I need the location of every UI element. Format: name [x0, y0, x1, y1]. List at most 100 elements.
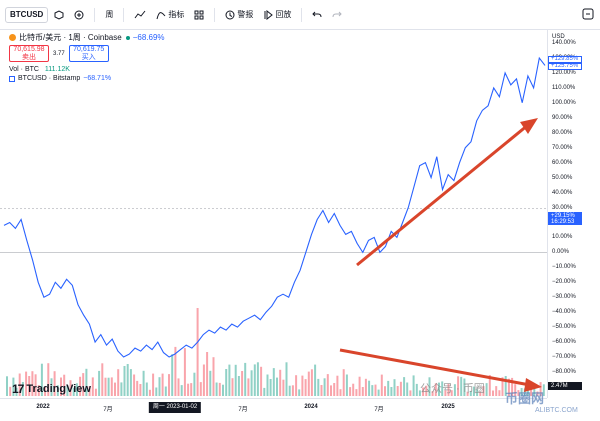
- scale-tick: 60.00%: [552, 159, 573, 166]
- price-tag-current-value: +29.15%: [551, 213, 575, 219]
- volume-bar: [371, 385, 374, 396]
- volume-bar: [279, 369, 282, 396]
- volume-bar: [25, 371, 28, 396]
- volume-bar: [476, 389, 479, 396]
- toolbar-right: [582, 7, 594, 25]
- volume-bar: [123, 366, 126, 396]
- volume-bar: [183, 348, 186, 396]
- volume-bar: [215, 382, 218, 396]
- volume-bar: [390, 387, 393, 396]
- compare-legend[interactable]: BTCUSD · Bitstamp −68.71%: [9, 75, 165, 82]
- volume-bar: [94, 388, 97, 396]
- volume-bar: [320, 385, 323, 396]
- volume-bar: [79, 376, 82, 396]
- watermark-url: ALIBTC.COM: [535, 407, 578, 414]
- replay-label: 回放: [275, 10, 292, 19]
- scale-tick: 110.00%: [552, 84, 576, 91]
- volume-bar: [282, 379, 285, 396]
- volume-bar: [498, 390, 501, 396]
- volume-bar: [40, 363, 43, 396]
- layout-grid-icon[interactable]: [194, 10, 204, 20]
- volume-bar: [50, 378, 53, 396]
- volume-value: 111.12K: [44, 66, 70, 73]
- volume-bar: [250, 370, 253, 396]
- volume-bar: [180, 385, 183, 396]
- volume-bar: [129, 369, 132, 396]
- volume-bar: [269, 379, 272, 396]
- volume-bar: [349, 387, 352, 396]
- alerts-label: 警报: [237, 10, 254, 19]
- volume-bar: [120, 382, 123, 396]
- undo-icon[interactable]: [312, 10, 322, 20]
- scale-tick: 40.00%: [552, 189, 573, 196]
- volume-bar: [202, 364, 205, 396]
- time-axis[interactable]: 2022 7月 周一 2023-01-02 7月 2024 7月 2025: [0, 398, 547, 421]
- volume-bar: [148, 389, 151, 396]
- price-tag-countdown: 16:29:53: [551, 219, 575, 225]
- volume-legend[interactable]: Vol · BTC 111.12K: [9, 66, 165, 73]
- scale-tick: −40.00%: [552, 309, 576, 316]
- chart-plot-area[interactable]: [0, 30, 547, 398]
- indicators-button[interactable]: 指标: [156, 9, 184, 20]
- volume-bar: [21, 382, 24, 396]
- scale-tick: −70.00%: [552, 354, 576, 361]
- volume-bar: [152, 373, 155, 396]
- volume-bar: [368, 380, 371, 396]
- fullscreen-icon[interactable]: [582, 7, 594, 25]
- scale-tick: 0.00%: [552, 249, 570, 256]
- volume-bar: [244, 362, 247, 396]
- scale-tick: −80.00%: [552, 369, 576, 375]
- volume-bar: [479, 391, 482, 396]
- volume-bar: [511, 377, 514, 396]
- scale-tick: −60.00%: [552, 339, 576, 346]
- volume-bar: [91, 377, 94, 396]
- currency-label[interactable]: USD: [552, 34, 565, 40]
- volume-bar: [37, 385, 40, 396]
- tradingview-logo[interactable]: 17 TradingView: [12, 382, 91, 396]
- sell-button[interactable]: 70,615.98 卖出: [9, 45, 49, 62]
- volume-bar: [422, 387, 425, 396]
- volume-bar: [355, 389, 358, 396]
- volume-bar: [336, 375, 339, 396]
- volume-bar: [56, 385, 59, 396]
- indicators-label: 指标: [168, 10, 185, 19]
- volume-bar: [82, 373, 85, 396]
- volume-bar: [409, 390, 412, 396]
- volume-bar: [536, 391, 539, 396]
- volume-bar: [31, 371, 34, 396]
- symbol-search-button[interactable]: BTCUSD: [5, 6, 49, 23]
- volume-bar: [323, 378, 326, 396]
- scale-tick: −20.00%: [552, 279, 576, 286]
- volume-bar: [374, 384, 377, 396]
- chart-type-line-icon[interactable]: [134, 10, 146, 20]
- volume-bar: [425, 385, 428, 396]
- volume-bar: [15, 387, 18, 396]
- trend-arrow-up: [356, 118, 538, 267]
- alerts-button[interactable]: 警报: [225, 9, 253, 20]
- replay-button[interactable]: 回放: [263, 9, 291, 20]
- volume-bar: [352, 383, 355, 396]
- volume-bar: [75, 383, 78, 396]
- volume-bar: [533, 383, 536, 396]
- interval-button[interactable]: 周: [105, 10, 114, 19]
- volume-bar: [142, 370, 145, 396]
- redo-icon[interactable]: [332, 10, 343, 20]
- volume-bar: [66, 385, 69, 396]
- volume-bar: [161, 373, 164, 396]
- series-change: −68.69%: [132, 33, 165, 42]
- volume-bar: [256, 362, 259, 396]
- divider: [214, 7, 216, 22]
- volume-bar: [501, 377, 504, 396]
- volume-bar: [171, 354, 174, 396]
- volume-bar: [117, 369, 120, 396]
- compare-icon[interactable]: [54, 9, 64, 20]
- volume-bar: [412, 375, 415, 396]
- buy-button[interactable]: 70,619.75 买入: [68, 45, 109, 62]
- volume-bar: [438, 382, 440, 396]
- volume-bar: [330, 385, 332, 396]
- volume-bar: [272, 368, 275, 396]
- tradingview-mark-icon: 17: [12, 382, 24, 396]
- add-symbol-icon[interactable]: [74, 10, 84, 20]
- volume-bar: [168, 374, 170, 396]
- volume-bar: [396, 386, 399, 396]
